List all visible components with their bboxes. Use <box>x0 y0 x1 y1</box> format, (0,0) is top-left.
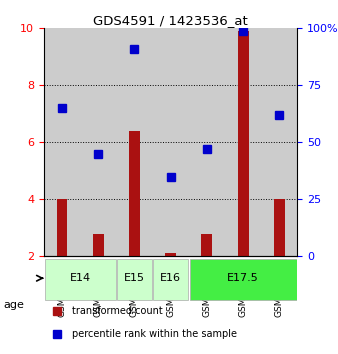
Bar <box>116 28 152 256</box>
Bar <box>80 28 116 256</box>
Text: transformed count: transformed count <box>72 306 163 316</box>
Bar <box>261 28 297 256</box>
Bar <box>152 28 189 256</box>
Bar <box>238 31 248 256</box>
Text: age: age <box>3 300 24 310</box>
Bar <box>189 28 225 256</box>
Bar <box>117 259 152 299</box>
Text: E16: E16 <box>160 273 181 283</box>
Text: E15: E15 <box>124 273 145 283</box>
Bar <box>190 259 297 299</box>
Text: E17.5: E17.5 <box>227 273 259 283</box>
Bar <box>153 259 188 299</box>
Bar <box>165 253 176 256</box>
Bar <box>274 199 285 256</box>
Bar <box>93 234 104 256</box>
Title: GDS4591 / 1423536_at: GDS4591 / 1423536_at <box>93 14 248 27</box>
Text: E14: E14 <box>70 273 91 283</box>
Text: percentile rank within the sample: percentile rank within the sample <box>72 329 237 339</box>
Bar <box>45 259 116 299</box>
Bar <box>44 28 80 256</box>
Bar <box>57 199 68 256</box>
Bar <box>225 28 261 256</box>
Bar <box>201 234 212 256</box>
Bar <box>129 131 140 256</box>
